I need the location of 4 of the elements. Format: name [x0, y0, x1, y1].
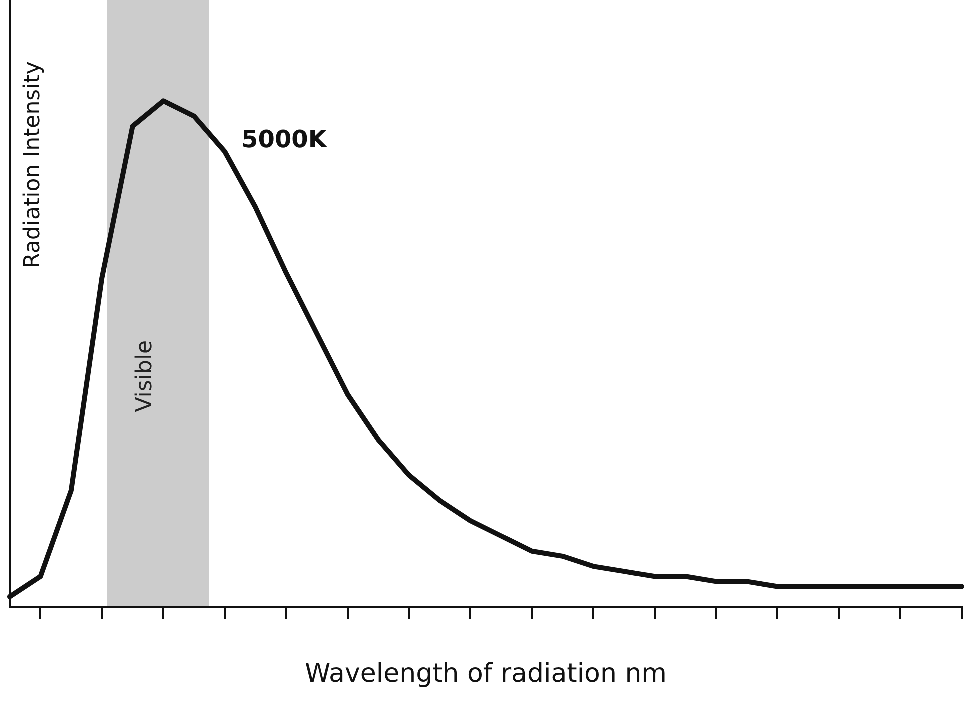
series-label: 5000K [242, 125, 328, 154]
x-axis-title: Wavelength of radiation nm [305, 659, 667, 690]
y-axis-title: Radiation Intensity [20, 62, 46, 268]
annotation: Visible [132, 340, 158, 412]
